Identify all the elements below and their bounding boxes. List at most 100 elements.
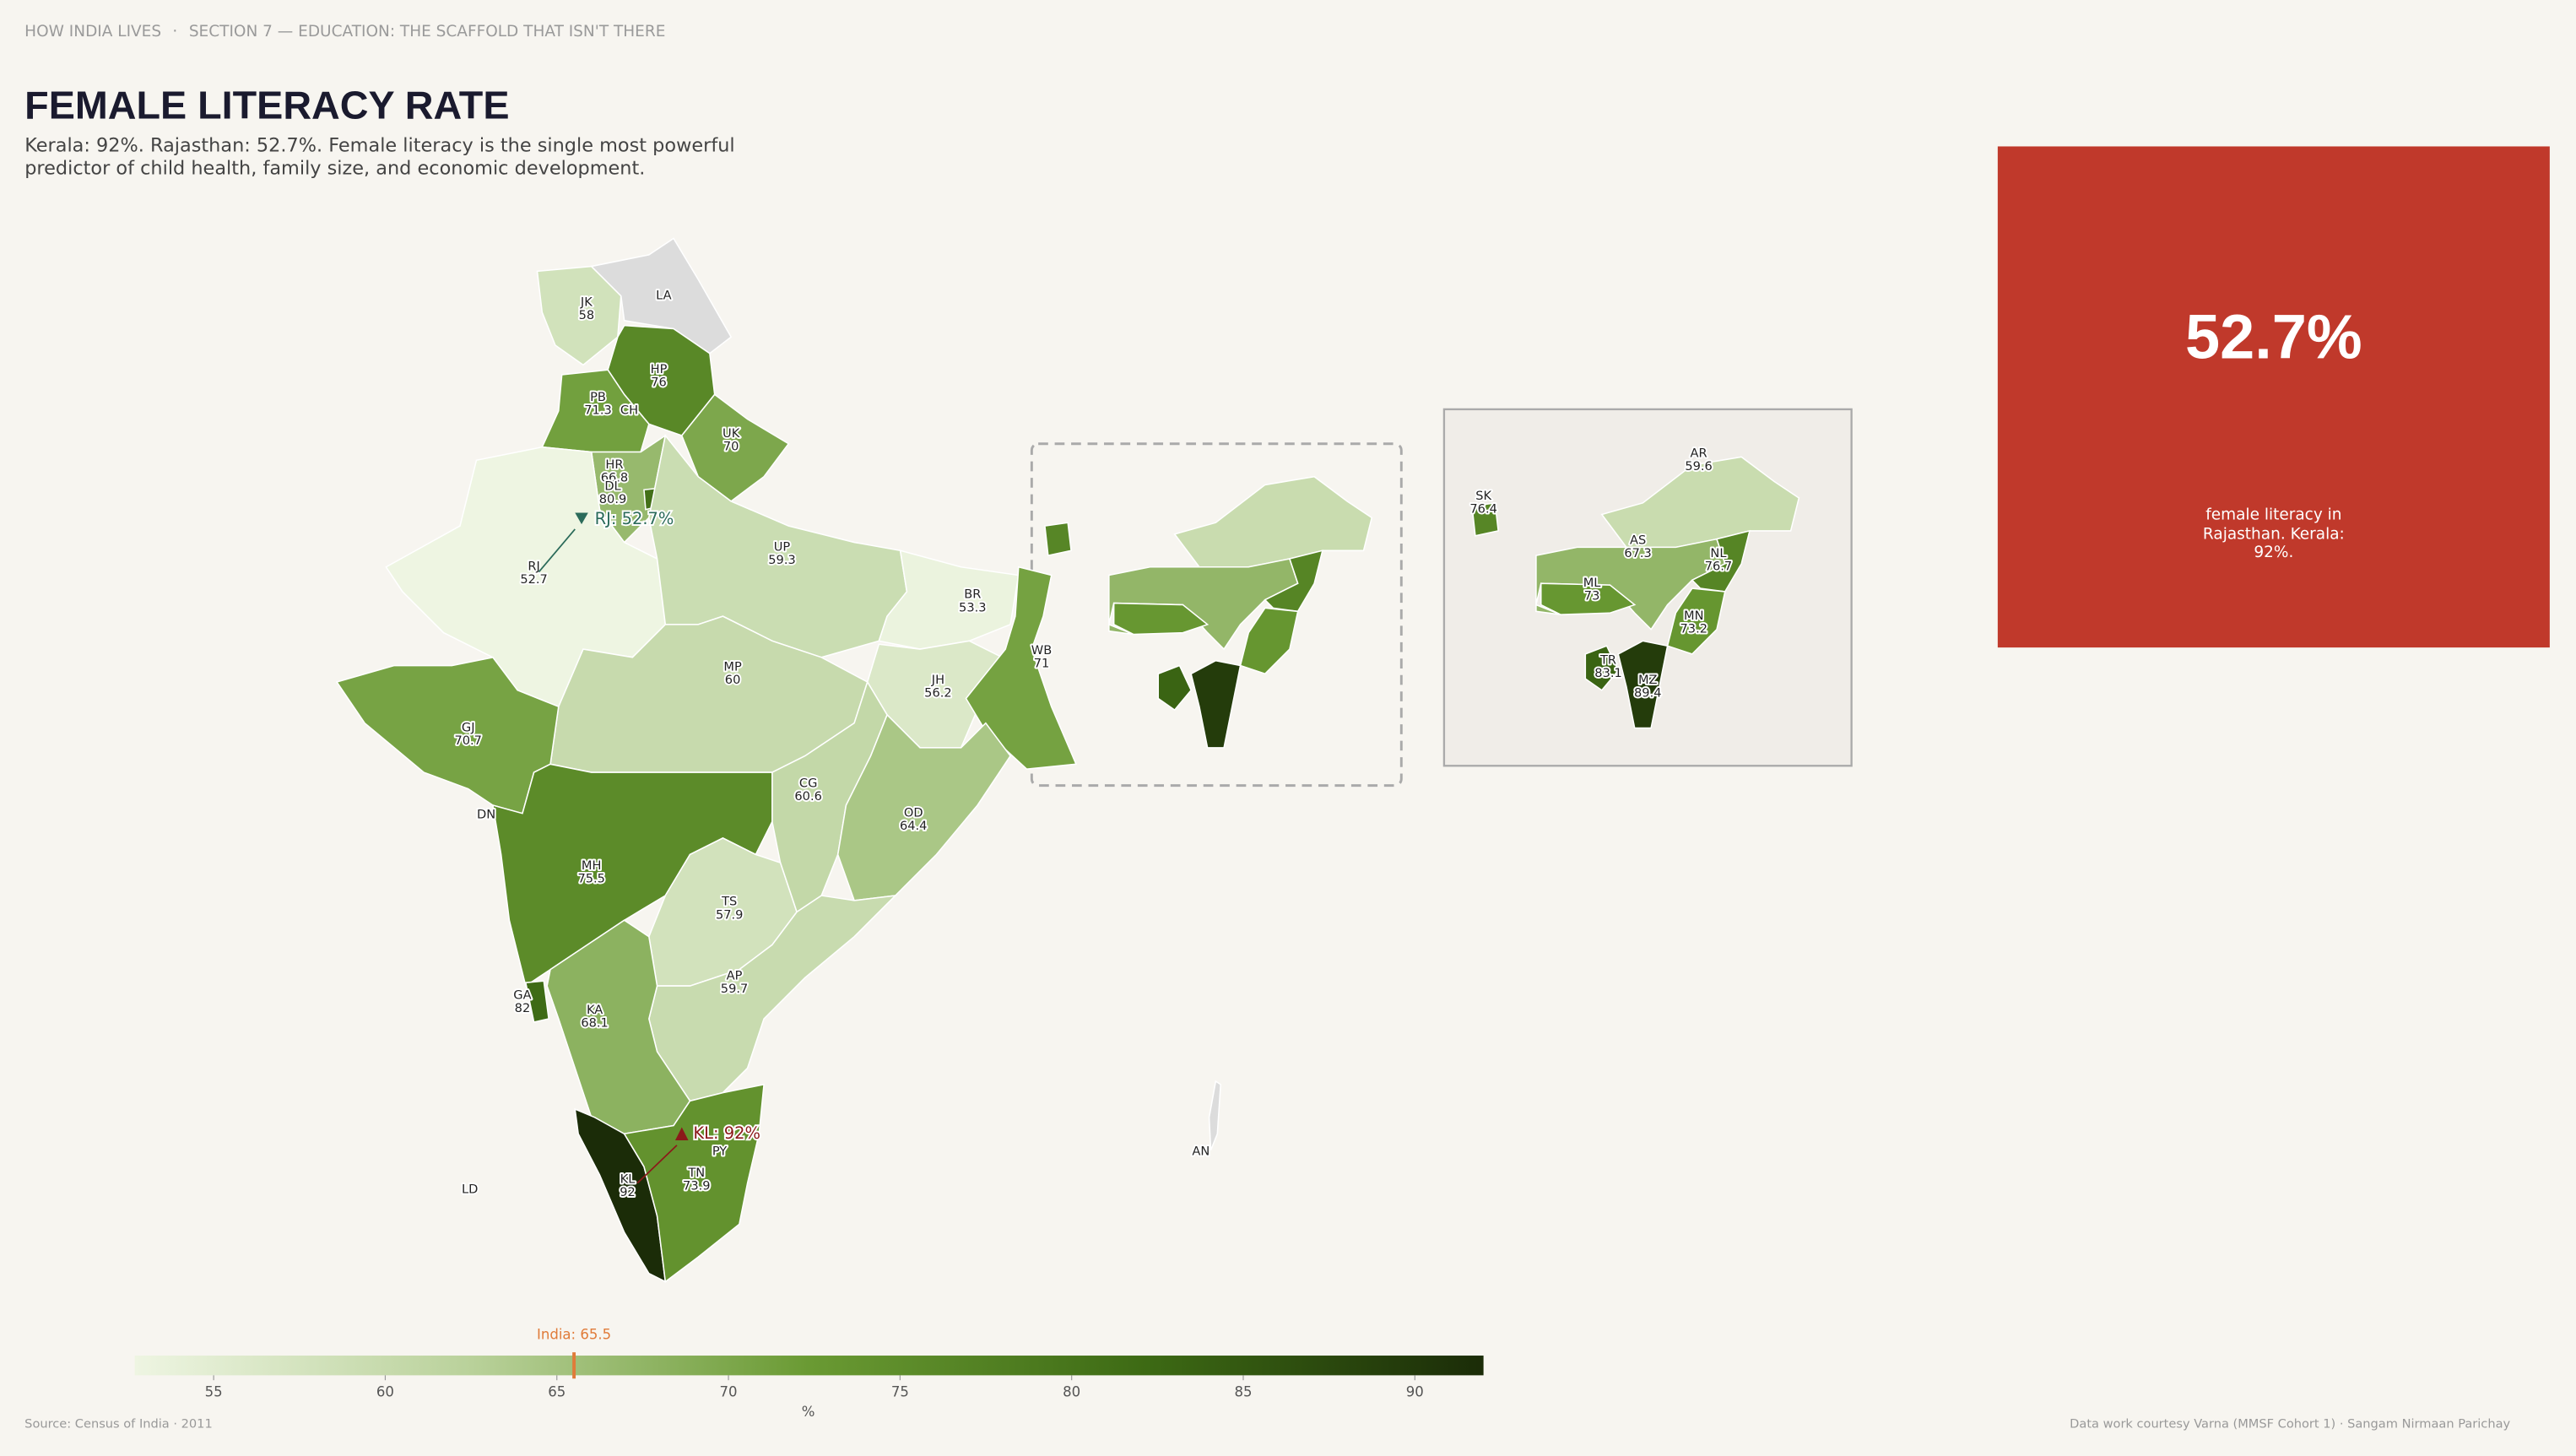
state-code: PB: [590, 390, 606, 404]
annotation-marker: [575, 512, 588, 525]
state-value: 73.9: [683, 1178, 710, 1193]
state-value: 76.7: [1705, 560, 1732, 574]
state-code: PY: [712, 1145, 727, 1159]
state-code: HP: [651, 362, 668, 376]
state-value: 71: [1034, 656, 1050, 670]
state-code: ML: [1583, 576, 1602, 590]
annotation-label: KL: 92%: [693, 1123, 760, 1143]
inset-state-region: [1617, 640, 1669, 729]
subtitle: Kerala: 92%. Rajasthan: 52.7%. Female li…: [24, 134, 735, 179]
breadcrumb: HOW INDIA LIVES: [24, 23, 161, 41]
ne-inset: [1471, 456, 1800, 729]
state-code: MZ: [1638, 673, 1658, 687]
state-region: [1208, 1080, 1222, 1151]
state-code: CH: [620, 403, 638, 418]
state-value: 70: [723, 440, 739, 454]
state-value: 60: [725, 673, 741, 687]
state-value: 80.9: [599, 492, 626, 506]
legend-tick-label: 90: [1406, 1384, 1424, 1400]
state-code: OD: [904, 806, 923, 820]
state-region: [623, 1083, 765, 1283]
state-code: DN: [477, 808, 495, 822]
stat-card-bg: [1997, 146, 2550, 648]
state-code: UK: [722, 426, 740, 441]
legend-tick-label: 75: [891, 1384, 909, 1400]
state-code: AS: [1630, 533, 1646, 547]
credit: Data work courtesy Varna (MMSF Cohort 1)…: [2070, 1417, 2510, 1432]
state-code: KL: [620, 1172, 636, 1187]
state-code: BR: [964, 587, 981, 602]
state-code: DL: [604, 479, 621, 493]
source: Source: Census of India · 2011: [24, 1417, 213, 1432]
state-value: 53.3: [959, 600, 986, 614]
annotation-label: RJ: 52.7%: [595, 509, 674, 528]
state-code: TR: [1599, 653, 1616, 668]
stat-caption-box: female literacy in Rajasthan. Kerala: 92…: [2202, 506, 2345, 562]
state-value: 68.1: [581, 1016, 608, 1031]
state-value: 70.7: [454, 733, 481, 748]
inset-state-region: [1666, 587, 1726, 655]
legend-tick-label: 60: [376, 1384, 394, 1400]
legend-tick-label: 70: [720, 1384, 738, 1400]
state-code: HR: [605, 457, 623, 472]
state-code: GA: [513, 988, 531, 1003]
state-code: LA: [656, 288, 671, 302]
inset-state-region: [1535, 538, 1726, 631]
state-code: NL: [1710, 546, 1727, 560]
annotation-leader: [636, 1145, 678, 1184]
state-code: TN: [687, 1166, 705, 1180]
state-region: [1239, 607, 1299, 675]
legend-tick-label: 65: [548, 1384, 566, 1400]
stat-caption: female literacy in Rajasthan. Kerala: 92…: [2202, 506, 2345, 562]
state-value: 52.7: [520, 572, 547, 587]
subtitle-box: Kerala: 92%. Rajasthan: 52.7%. Female li…: [24, 134, 735, 179]
state-value: 57.9: [716, 907, 743, 922]
state-region: [1173, 475, 1373, 568]
state-value: 92: [620, 1185, 636, 1199]
state-region: [1112, 602, 1210, 636]
state-code: MN: [1684, 609, 1703, 623]
state-value: 59.6: [1685, 459, 1712, 474]
state-code: JH: [931, 673, 944, 687]
state-value: 67.3: [1624, 546, 1651, 560]
state-value: 75.5: [577, 871, 604, 885]
legend-unit: %: [802, 1404, 815, 1420]
state-region: [1107, 558, 1299, 651]
state-code: MH: [582, 858, 602, 873]
state-value: 59.7: [721, 982, 748, 996]
separator: ·: [172, 23, 177, 41]
legend-tick-label: 80: [1063, 1384, 1080, 1400]
state-region: [965, 566, 1078, 770]
state-region: [1157, 664, 1193, 712]
inset-state-region: [1584, 645, 1620, 691]
annotation-marker: [674, 1127, 689, 1141]
state-region: [1190, 659, 1242, 749]
state-value: 73: [1584, 589, 1600, 604]
state-value: 56.2: [924, 686, 951, 701]
state-value: 83.1: [1594, 666, 1621, 680]
state-code: SK: [1475, 489, 1491, 503]
color-bar: [134, 1356, 1484, 1376]
legend-tick-label: 85: [1234, 1384, 1252, 1400]
state-value: 89.4: [1634, 686, 1661, 701]
state-value: 66.8: [601, 471, 628, 485]
state-code: UP: [774, 539, 791, 554]
state-value: 60.6: [794, 789, 821, 804]
state-value: 82: [515, 1001, 531, 1015]
state-code: JK: [580, 295, 593, 309]
state-value: 73.2: [1680, 622, 1707, 636]
state-region: [1044, 522, 1072, 557]
state-code: TS: [721, 895, 737, 909]
stat-value: 52.7%: [2185, 302, 2362, 372]
state-value: 59.3: [768, 553, 795, 567]
state-value: 76: [651, 376, 667, 390]
state-code: RJ: [528, 560, 539, 574]
title: FEMALE LITERACY RATE: [24, 83, 509, 127]
state-code: GJ: [462, 720, 475, 734]
state-region: [524, 980, 549, 1023]
state-code: AR: [1691, 446, 1707, 460]
state-value: 58: [579, 308, 595, 322]
